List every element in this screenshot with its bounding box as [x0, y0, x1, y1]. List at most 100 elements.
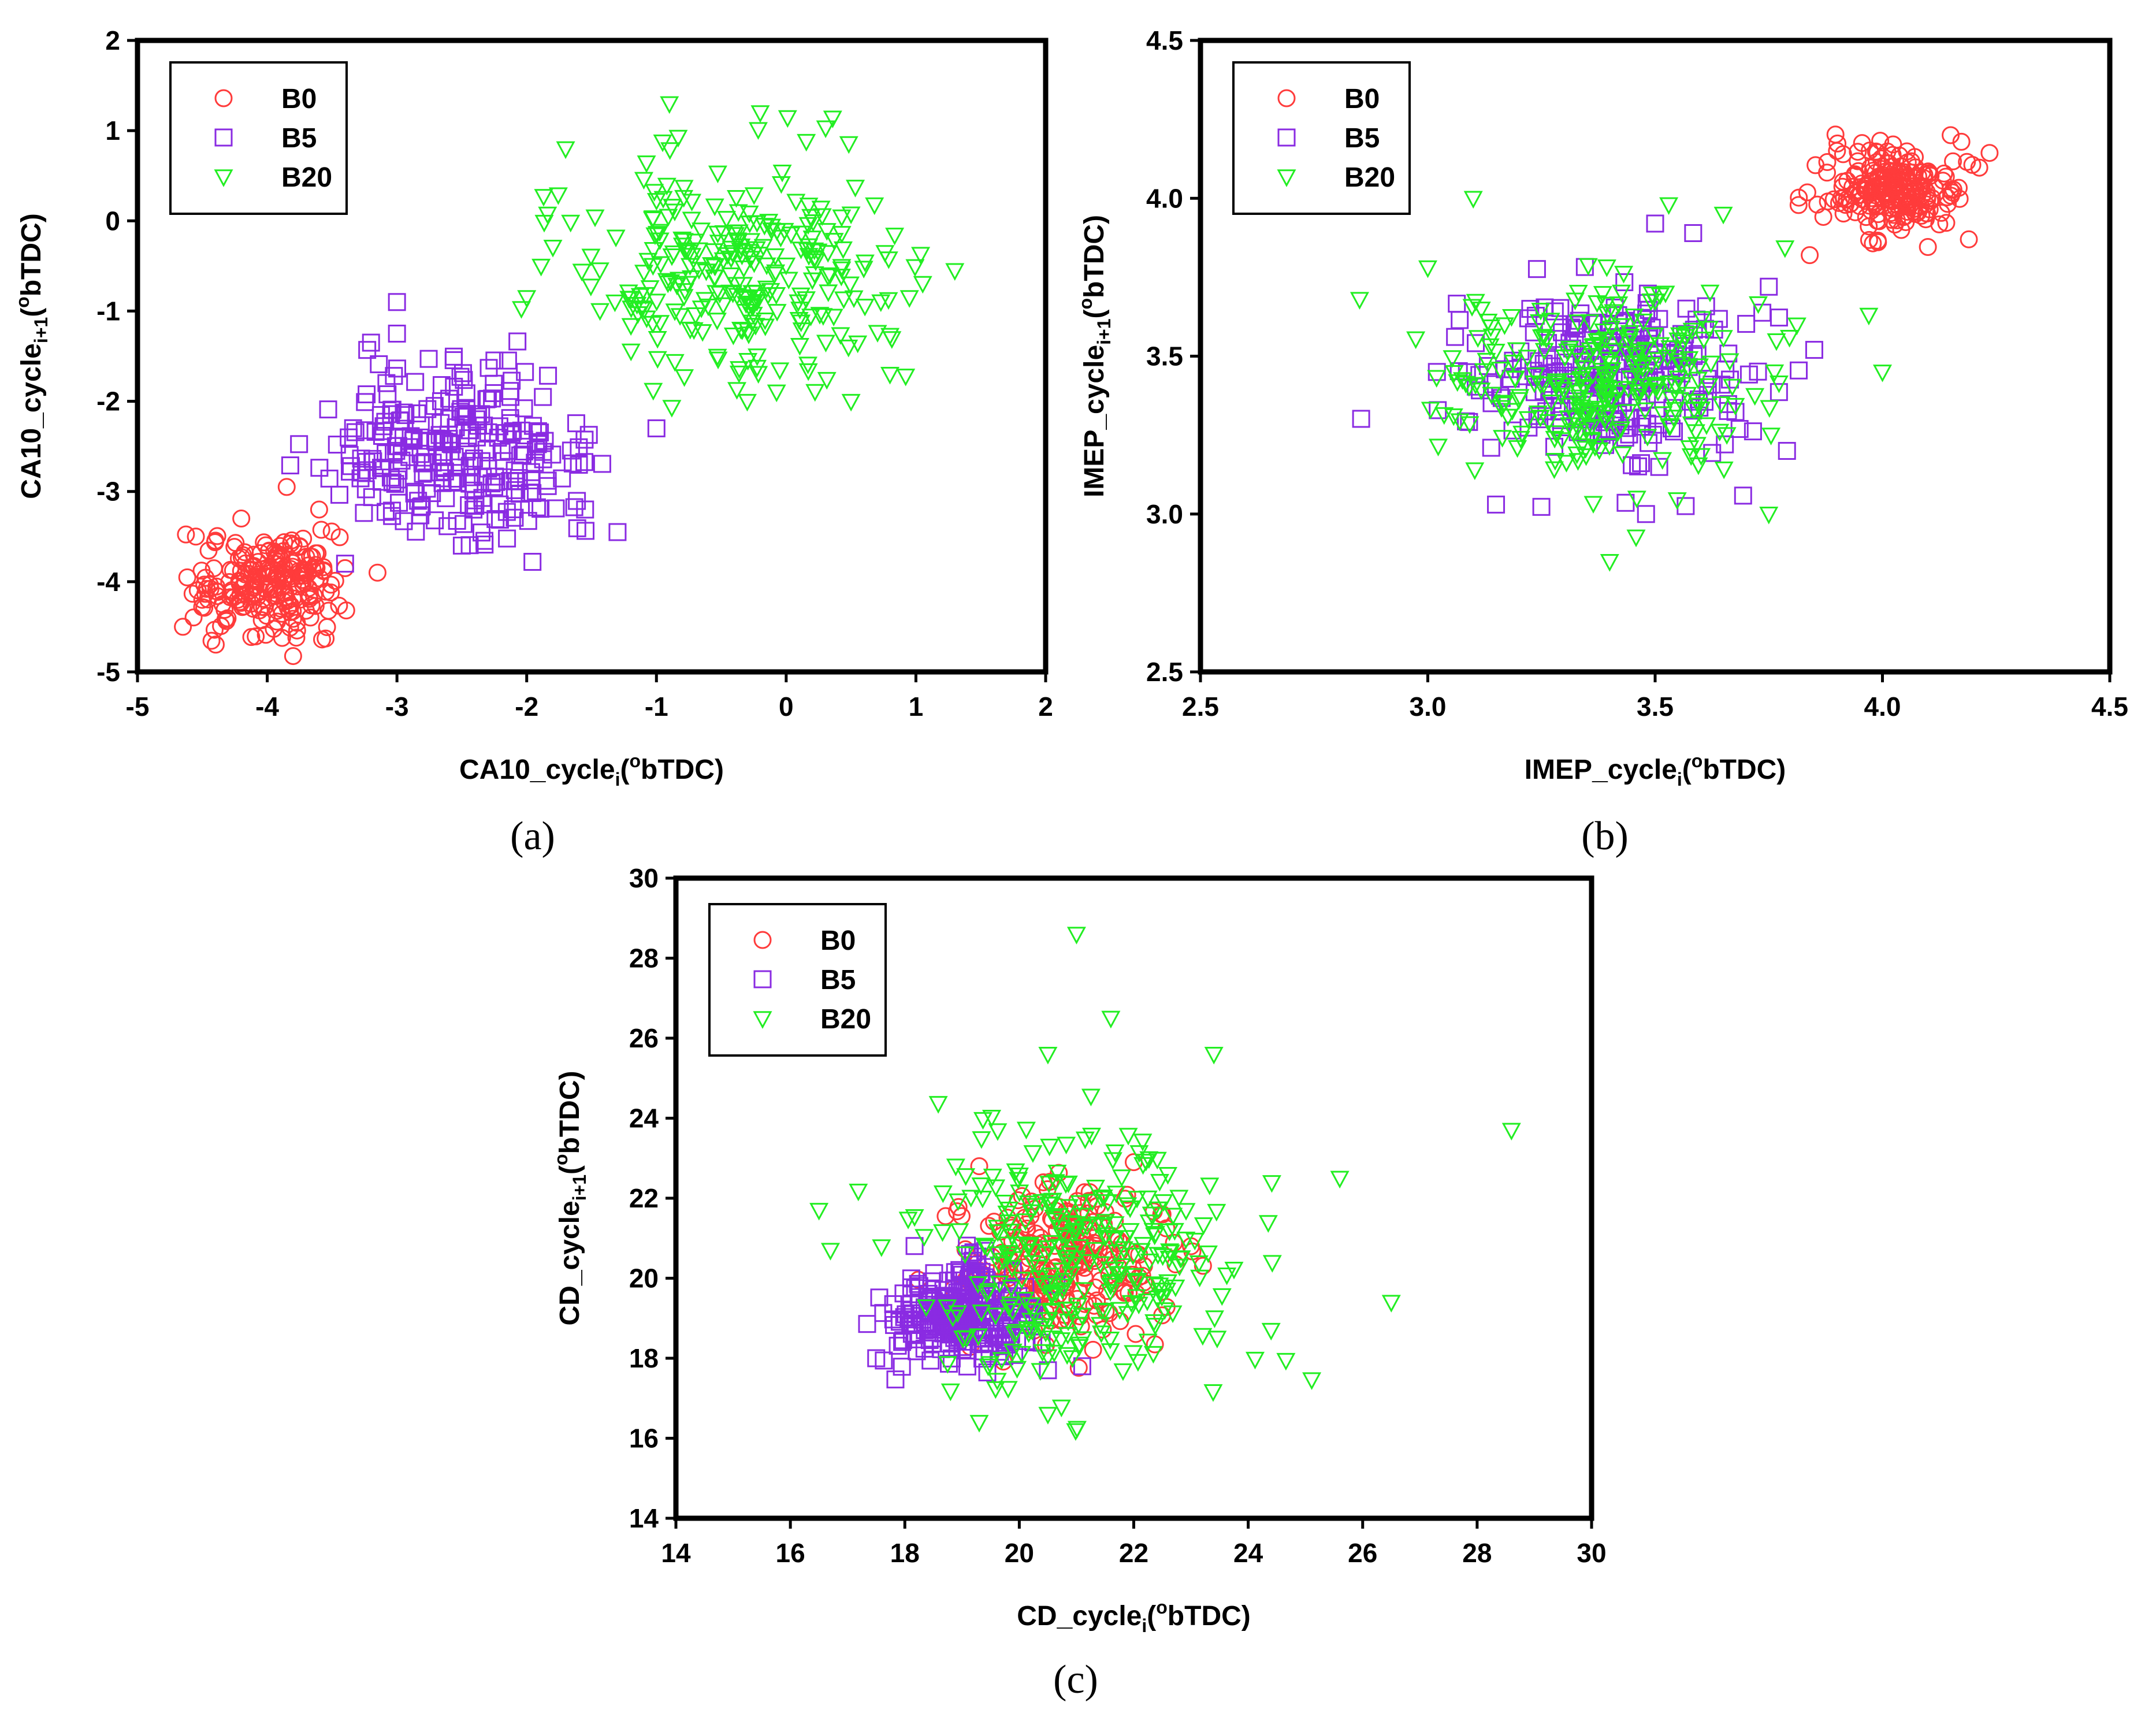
point-B5 — [479, 423, 497, 441]
point-B20 — [916, 1299, 936, 1317]
point-B5 — [521, 484, 539, 502]
point-B20 — [839, 136, 858, 154]
y-tick-label: 18 — [629, 1343, 659, 1373]
point-B5 — [479, 389, 497, 408]
x-tick-label: -3 — [385, 692, 409, 722]
point-B5 — [575, 453, 594, 471]
legend-label-B0: B0 — [281, 84, 317, 114]
point-B20 — [1573, 360, 1593, 378]
point-B5 — [939, 1272, 957, 1290]
point-B20 — [1018, 1195, 1038, 1213]
legend-label-B5: B5 — [1344, 123, 1380, 154]
x-tick-label: 22 — [1119, 1538, 1148, 1568]
point-B20 — [1046, 1213, 1066, 1231]
point-B20 — [1153, 1248, 1173, 1266]
point-B20 — [1009, 1168, 1029, 1185]
point-B0 — [1818, 163, 1837, 182]
point-B5 — [1734, 486, 1752, 505]
point-B0 — [177, 525, 195, 544]
point-B20 — [950, 1223, 969, 1241]
point-B20 — [1859, 307, 1879, 326]
point-B20 — [946, 1158, 965, 1177]
point-B0 — [1917, 204, 1935, 222]
point-B20 — [713, 297, 733, 315]
point-B0 — [1106, 1211, 1124, 1230]
point-B20 — [1480, 338, 1500, 356]
point-B20 — [1112, 1169, 1132, 1187]
point-B20 — [1692, 448, 1711, 466]
point-B5 — [355, 504, 373, 522]
point-B20 — [1648, 352, 1668, 370]
point-B5 — [1519, 418, 1538, 437]
point-B0 — [1963, 155, 1982, 174]
point-B5 — [1521, 300, 1540, 318]
point-B20 — [1679, 351, 1699, 369]
point-B0 — [1915, 166, 1934, 184]
point-B20 — [1681, 448, 1701, 466]
point-B20 — [1083, 1194, 1102, 1212]
point-B20 — [820, 267, 840, 285]
y-tick-label: 14 — [629, 1503, 659, 1533]
point-B20 — [1666, 402, 1685, 420]
point-B20 — [644, 382, 663, 401]
point-B0 — [1860, 231, 1878, 249]
point-B0 — [257, 581, 276, 599]
point-B20 — [1148, 1201, 1168, 1220]
point-B20 — [992, 1352, 1012, 1370]
point-B0 — [1919, 238, 1937, 257]
point-B0 — [1879, 154, 1898, 173]
point-B20 — [987, 1246, 1007, 1264]
point-B20 — [1068, 1298, 1088, 1315]
point-B0 — [1934, 172, 1952, 190]
point-B20 — [945, 263, 965, 281]
point-B20 — [1006, 1324, 1026, 1342]
point-B20 — [986, 1307, 1005, 1326]
point-B5 — [364, 452, 382, 471]
legend-box — [708, 903, 887, 1057]
point-B5 — [1615, 273, 1634, 291]
point-B20 — [740, 215, 760, 233]
legend-marker-B5 — [214, 128, 233, 147]
point-B5 — [376, 503, 395, 521]
point-B20 — [915, 1229, 934, 1247]
point-B20 — [585, 209, 605, 228]
point-B20 — [1061, 1266, 1081, 1284]
point-B20 — [1008, 1361, 1027, 1379]
point-B20 — [1460, 416, 1480, 434]
point-B0 — [183, 585, 202, 603]
point-B5 — [1716, 361, 1735, 379]
point-B20 — [1193, 1328, 1213, 1346]
point-B5 — [388, 293, 406, 311]
point-B20 — [809, 1203, 829, 1221]
point-B20 — [1490, 362, 1510, 380]
point-B0 — [952, 1207, 971, 1225]
point-B0 — [200, 575, 219, 594]
point-B20 — [1611, 318, 1631, 336]
x-tick-label: -2 — [515, 692, 538, 722]
point-B0 — [1838, 172, 1857, 190]
point-B20 — [548, 187, 568, 205]
point-B20 — [767, 304, 787, 322]
point-B20 — [692, 222, 711, 240]
point-B20 — [637, 310, 656, 329]
point-B20 — [1075, 1282, 1094, 1300]
point-B20 — [1555, 349, 1575, 367]
point-B20 — [1462, 299, 1482, 317]
y-tick-label: 4.0 — [1146, 183, 1183, 213]
point-B5 — [1770, 383, 1788, 402]
point-B20 — [1581, 342, 1600, 361]
point-B20 — [1684, 402, 1704, 420]
y-axis-label: CD_cyclei+1(obTDC) — [551, 1071, 590, 1326]
point-B0 — [228, 590, 247, 609]
point-B5 — [395, 512, 413, 530]
point-B20 — [643, 315, 663, 334]
point-B5 — [445, 448, 464, 466]
point-B0 — [277, 478, 296, 496]
point-B20 — [824, 309, 843, 327]
point-B20 — [1101, 1343, 1120, 1361]
point-B5 — [407, 522, 425, 541]
panel-tag: (a) — [510, 814, 555, 858]
point-B20 — [1043, 1192, 1062, 1211]
point-B20 — [708, 348, 727, 367]
point-B20 — [772, 165, 792, 183]
